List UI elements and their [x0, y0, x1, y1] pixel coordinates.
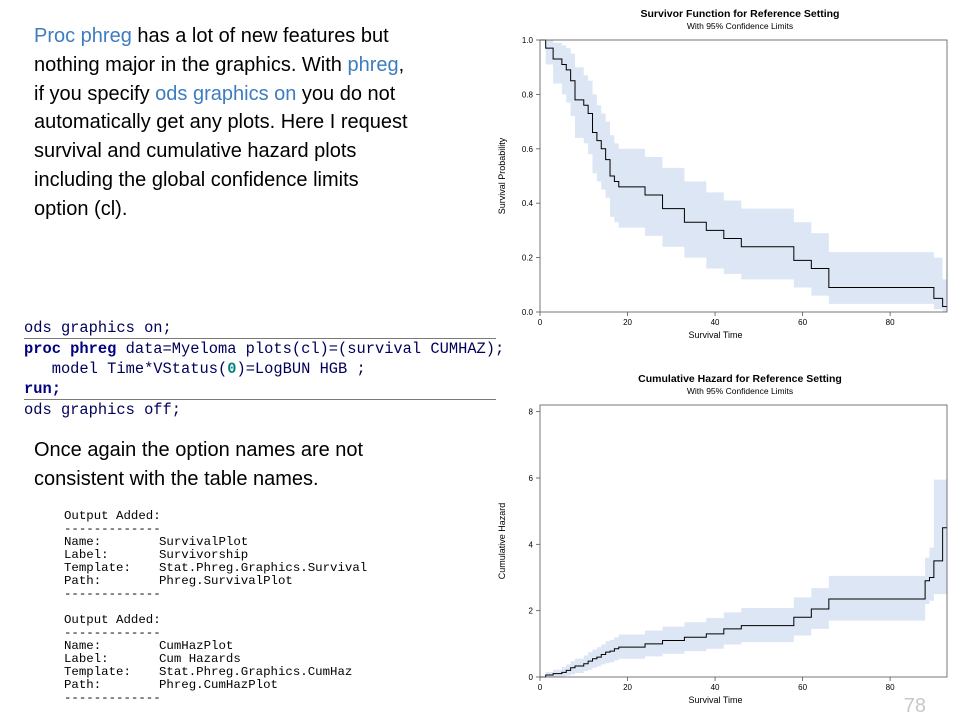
y-axis-label: Survival Probability — [497, 137, 507, 214]
log-row: ------------- — [64, 692, 367, 705]
log-block-survival: Output Added: ------------- Name: SurvivalP… — [64, 510, 367, 601]
confidence-band — [540, 40, 947, 312]
y-tick-label: 0 — [529, 673, 534, 682]
code-separator — [24, 338, 496, 339]
log-block-cumhaz: Output Added: ------------- Name: CumHazPlo… — [64, 614, 367, 705]
confidence-band — [540, 479, 947, 677]
log-row: Name: SurvivalPlot — [64, 536, 367, 549]
estimate-line — [540, 39, 947, 308]
x-tick-label: 80 — [886, 318, 895, 327]
log-row: Template: Stat.Phreg.Graphics.Survival — [64, 562, 367, 575]
log-key: Label: — [64, 548, 109, 562]
y-tick-label: 4 — [529, 540, 534, 549]
log-key: Name: — [64, 639, 102, 653]
plot-frame — [539, 404, 948, 678]
log-value: Stat.Phreg.Graphics.CumHaz — [159, 665, 353, 679]
log-output: Output Added: ------------- Name: SurvivalP… — [64, 510, 367, 705]
log-row: Path: Phreg.SurvivalPlot — [64, 575, 367, 588]
intro-paragraph: Proc phreg has a lot of new features but… — [34, 22, 414, 224]
x-tick-label: 40 — [711, 683, 720, 692]
y-axis-label: Cumulative Hazard — [497, 503, 507, 580]
x-axis-label: Survival Time — [688, 695, 742, 705]
log-key: Template: — [64, 665, 131, 679]
slide-number: 78 — [903, 695, 926, 717]
log-key: Template: — [64, 561, 131, 575]
y-tick-label: 0.8 — [522, 90, 534, 99]
log-key: Output Added: — [64, 509, 161, 523]
log-row: Label: Cum Hazards — [64, 653, 367, 666]
y-tick-label: 0.4 — [522, 199, 534, 208]
log-row: Label: Survivorship — [64, 549, 367, 562]
log-value: SurvivalPlot — [159, 535, 249, 549]
log-key: ------------- — [64, 522, 161, 536]
cumhaz-chart: Cumulative Hazard for Reference Setting W… — [490, 365, 960, 710]
note-paragraph: Once again the option names are not cons… — [34, 439, 364, 490]
log-key: Path: — [64, 678, 102, 692]
log-row: ------------- — [64, 588, 367, 601]
log-value: Stat.Phreg.Graphics.Survival — [159, 561, 368, 575]
code-line-5: ods graphics off; — [24, 401, 182, 419]
x-tick-label: 60 — [798, 318, 807, 327]
intro-ods-graphics-on: ods graphics on — [155, 82, 297, 105]
y-tick-label: 1.0 — [522, 36, 534, 45]
x-tick-label: 20 — [623, 318, 632, 327]
x-tick-label: 0 — [538, 683, 543, 692]
log-row: Template: Stat.Phreg.Graphics.CumHaz — [64, 666, 367, 679]
log-key: Label: — [64, 652, 109, 666]
x-tick-label: 60 — [798, 683, 807, 692]
code-line-4: run; — [24, 380, 61, 398]
log-value: Phreg.SurvivalPlot — [159, 574, 293, 588]
intro-text-2: , if you specify — [34, 53, 405, 105]
intro-proc-phreg: Proc phreg — [34, 25, 132, 47]
y-tick-label: 0.2 — [522, 254, 534, 263]
chart-title: Cumulative Hazard for Reference Setting — [638, 373, 842, 385]
log-key: ------------- — [64, 626, 161, 640]
log-row: Output Added: — [64, 614, 367, 627]
y-tick-label: 2 — [529, 607, 534, 616]
log-key: ------------- — [64, 587, 161, 601]
y-tick-label: 0.6 — [522, 145, 534, 154]
log-key: Path: — [64, 574, 102, 588]
log-value: Cum Hazards — [159, 652, 241, 666]
intro-text-1: has a lot of new features but nothing ma… — [34, 25, 389, 76]
log-value: CumHazPlot — [159, 639, 234, 653]
log-key: ------------- — [64, 691, 161, 705]
log-key: Name: — [64, 535, 102, 549]
sas-code-block: ods graphics on; proc phreg data=Myeloma… — [24, 318, 505, 420]
intro-text-3: you do not automatically get any plots. … — [34, 82, 408, 220]
chart-subtitle: With 95% Confidence Limits — [687, 386, 793, 396]
log-key: Output Added: — [64, 613, 161, 627]
x-tick-label: 0 — [538, 318, 543, 327]
code-line-3: model Time*VStatus(0)=LogBUN HGB ; — [24, 360, 366, 378]
chart-title: Survivor Function for Reference Setting — [641, 8, 840, 20]
y-tick-label: 0.0 — [522, 308, 534, 317]
log-value: Phreg.CumHazPlot — [159, 678, 278, 692]
log-row: ------------- — [64, 523, 367, 536]
code-line-2: proc phreg data=Myeloma plots(cl)=(survi… — [24, 340, 505, 358]
survival-chart: Survivor Function for Reference Setting W… — [490, 0, 960, 345]
code-separator — [24, 399, 496, 400]
estimate-line — [540, 527, 947, 678]
survival-chart-svg: Survivor Function for Reference SettingW… — [497, 8, 948, 340]
chart-subtitle: With 95% Confidence Limits — [687, 21, 793, 31]
x-axis-label: Survival Time — [688, 330, 742, 340]
x-tick-label: 80 — [886, 683, 895, 692]
log-row: ------------- — [64, 627, 367, 640]
log-row: Name: CumHazPlot — [64, 640, 367, 653]
x-tick-label: 20 — [623, 683, 632, 692]
intro-phreg: phreg — [347, 53, 399, 76]
y-tick-label: 8 — [529, 408, 534, 417]
log-row: Output Added: — [64, 510, 367, 523]
log-row: Path: Phreg.CumHazPlot — [64, 679, 367, 692]
log-value: Survivorship — [159, 548, 249, 562]
cumhaz-chart-svg: Cumulative Hazard for Reference SettingW… — [497, 373, 948, 705]
code-line-1: ods graphics on; — [24, 319, 172, 337]
x-tick-label: 40 — [711, 318, 720, 327]
plot-frame — [539, 39, 948, 313]
y-tick-label: 6 — [529, 474, 534, 483]
